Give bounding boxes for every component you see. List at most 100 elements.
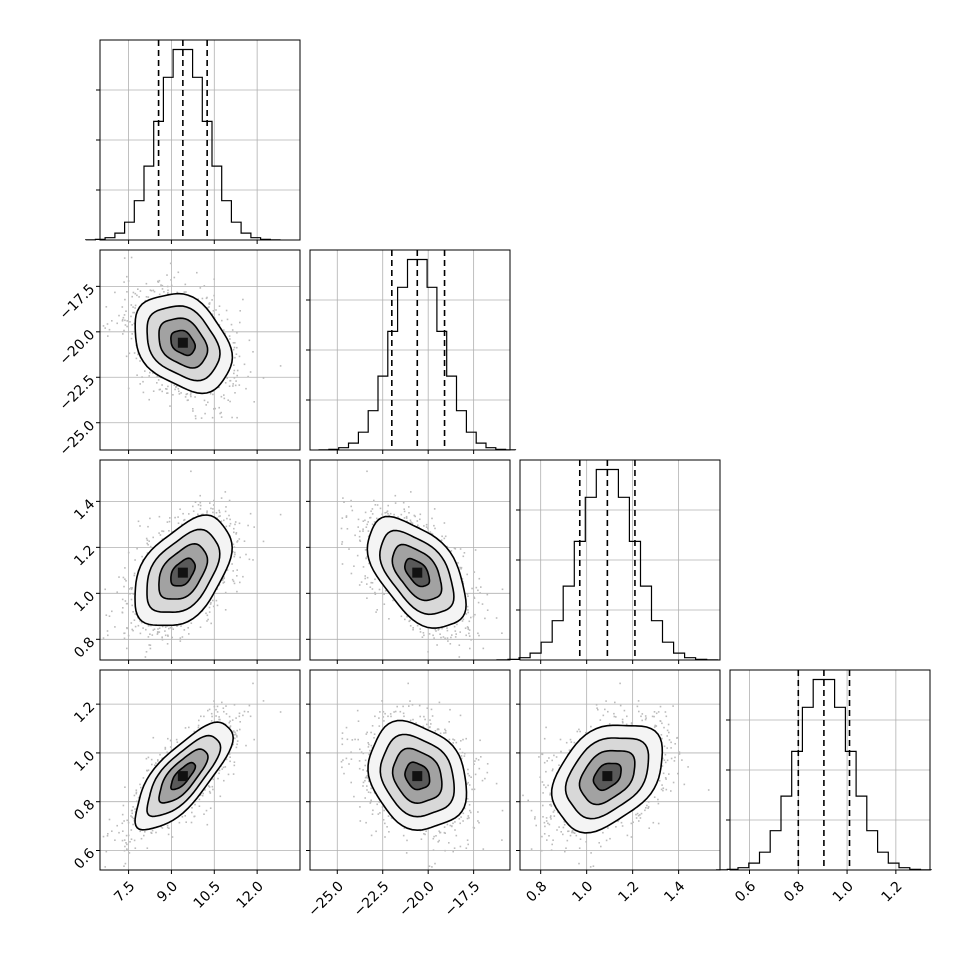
sample-point (148, 375, 150, 377)
sample-point (351, 509, 354, 512)
sample-point (167, 293, 169, 295)
sample-point (134, 625, 137, 628)
sample-point (411, 522, 414, 524)
sample-point (214, 407, 216, 410)
sample-point (147, 636, 150, 638)
sample-point (194, 417, 197, 420)
sample-point (364, 511, 367, 514)
sample-point (228, 514, 230, 517)
sample-point (405, 515, 408, 518)
sample-point (133, 311, 136, 314)
sample-point (384, 512, 386, 514)
sample-point (478, 577, 481, 580)
sample-point (158, 293, 161, 296)
sample-point (229, 522, 232, 525)
sample-point (262, 540, 265, 543)
sample-point (236, 374, 238, 377)
sample-point (142, 627, 144, 629)
histogram-p3 (716, 678, 932, 871)
sample-point (147, 525, 149, 528)
sample-point (212, 393, 214, 396)
contour-level-3 (134, 514, 234, 627)
sample-point (387, 512, 389, 515)
sample-point (353, 565, 355, 567)
sample-point (170, 382, 173, 385)
sample-point (164, 634, 167, 637)
sample-point (443, 522, 446, 524)
sample-point (236, 369, 239, 372)
sample-point (164, 630, 166, 632)
sample-point (126, 325, 128, 328)
sample-point (350, 572, 353, 575)
sample-point (108, 615, 111, 617)
sample-point (367, 530, 370, 532)
sample-point (224, 491, 227, 493)
sample-point (210, 507, 212, 510)
sample-point (185, 393, 188, 396)
sample-point (231, 578, 234, 581)
sample-point (124, 319, 126, 322)
sample-point (482, 647, 485, 650)
sample-point (188, 513, 190, 515)
sample-point (141, 555, 143, 558)
sample-point (409, 519, 412, 522)
sample-point (233, 582, 236, 585)
sample-point (479, 592, 481, 594)
sample-point (378, 588, 381, 591)
sample-point (225, 506, 227, 508)
sample-point (374, 578, 376, 581)
sample-point (238, 538, 241, 540)
sample-point (447, 640, 449, 642)
sample-point (178, 393, 181, 395)
sample-point (220, 520, 223, 522)
sample-point (458, 656, 461, 658)
sample-point (149, 289, 152, 291)
sample-point (400, 513, 403, 516)
sample-point (213, 294, 215, 297)
sample-point (417, 524, 419, 527)
sample-point (201, 297, 204, 300)
sample-point (236, 540, 239, 542)
sample-point (239, 321, 241, 324)
sample-point (156, 633, 159, 635)
sample-point (139, 620, 141, 622)
sample-point (122, 607, 124, 609)
sample-point (433, 637, 435, 639)
sample-point (130, 588, 133, 591)
sample-point (206, 510, 208, 512)
sample-point (467, 595, 469, 597)
sample-point (228, 499, 231, 502)
sample-point (472, 615, 475, 618)
sample-point (234, 384, 237, 387)
sample-point (176, 625, 178, 627)
sample-point (104, 588, 106, 591)
sample-point (223, 397, 226, 400)
sample-point (462, 555, 465, 558)
sample-point (168, 520, 171, 523)
sample-point (200, 417, 203, 419)
sample-point (422, 632, 425, 634)
sample-point (425, 523, 428, 526)
sample-point (180, 625, 182, 627)
sample-point (145, 651, 148, 653)
sample-point (408, 512, 410, 514)
sample-point (149, 644, 152, 646)
sample-point (341, 541, 344, 543)
histogram-p1 (318, 258, 517, 451)
sample-point (236, 569, 238, 571)
sample-point (149, 371, 151, 374)
panel-content (100, 250, 300, 450)
sample-point (446, 627, 448, 629)
sample-point (416, 520, 419, 522)
sample-point (220, 395, 223, 398)
density-peak (177, 337, 188, 348)
sample-point (346, 528, 349, 530)
sample-point (354, 534, 356, 537)
sample-point (163, 291, 165, 293)
contour-level-0 (170, 557, 197, 587)
sample-point (212, 778, 214, 781)
sample-point (450, 636, 452, 639)
sample-point (233, 377, 236, 379)
sample-point (402, 501, 405, 504)
